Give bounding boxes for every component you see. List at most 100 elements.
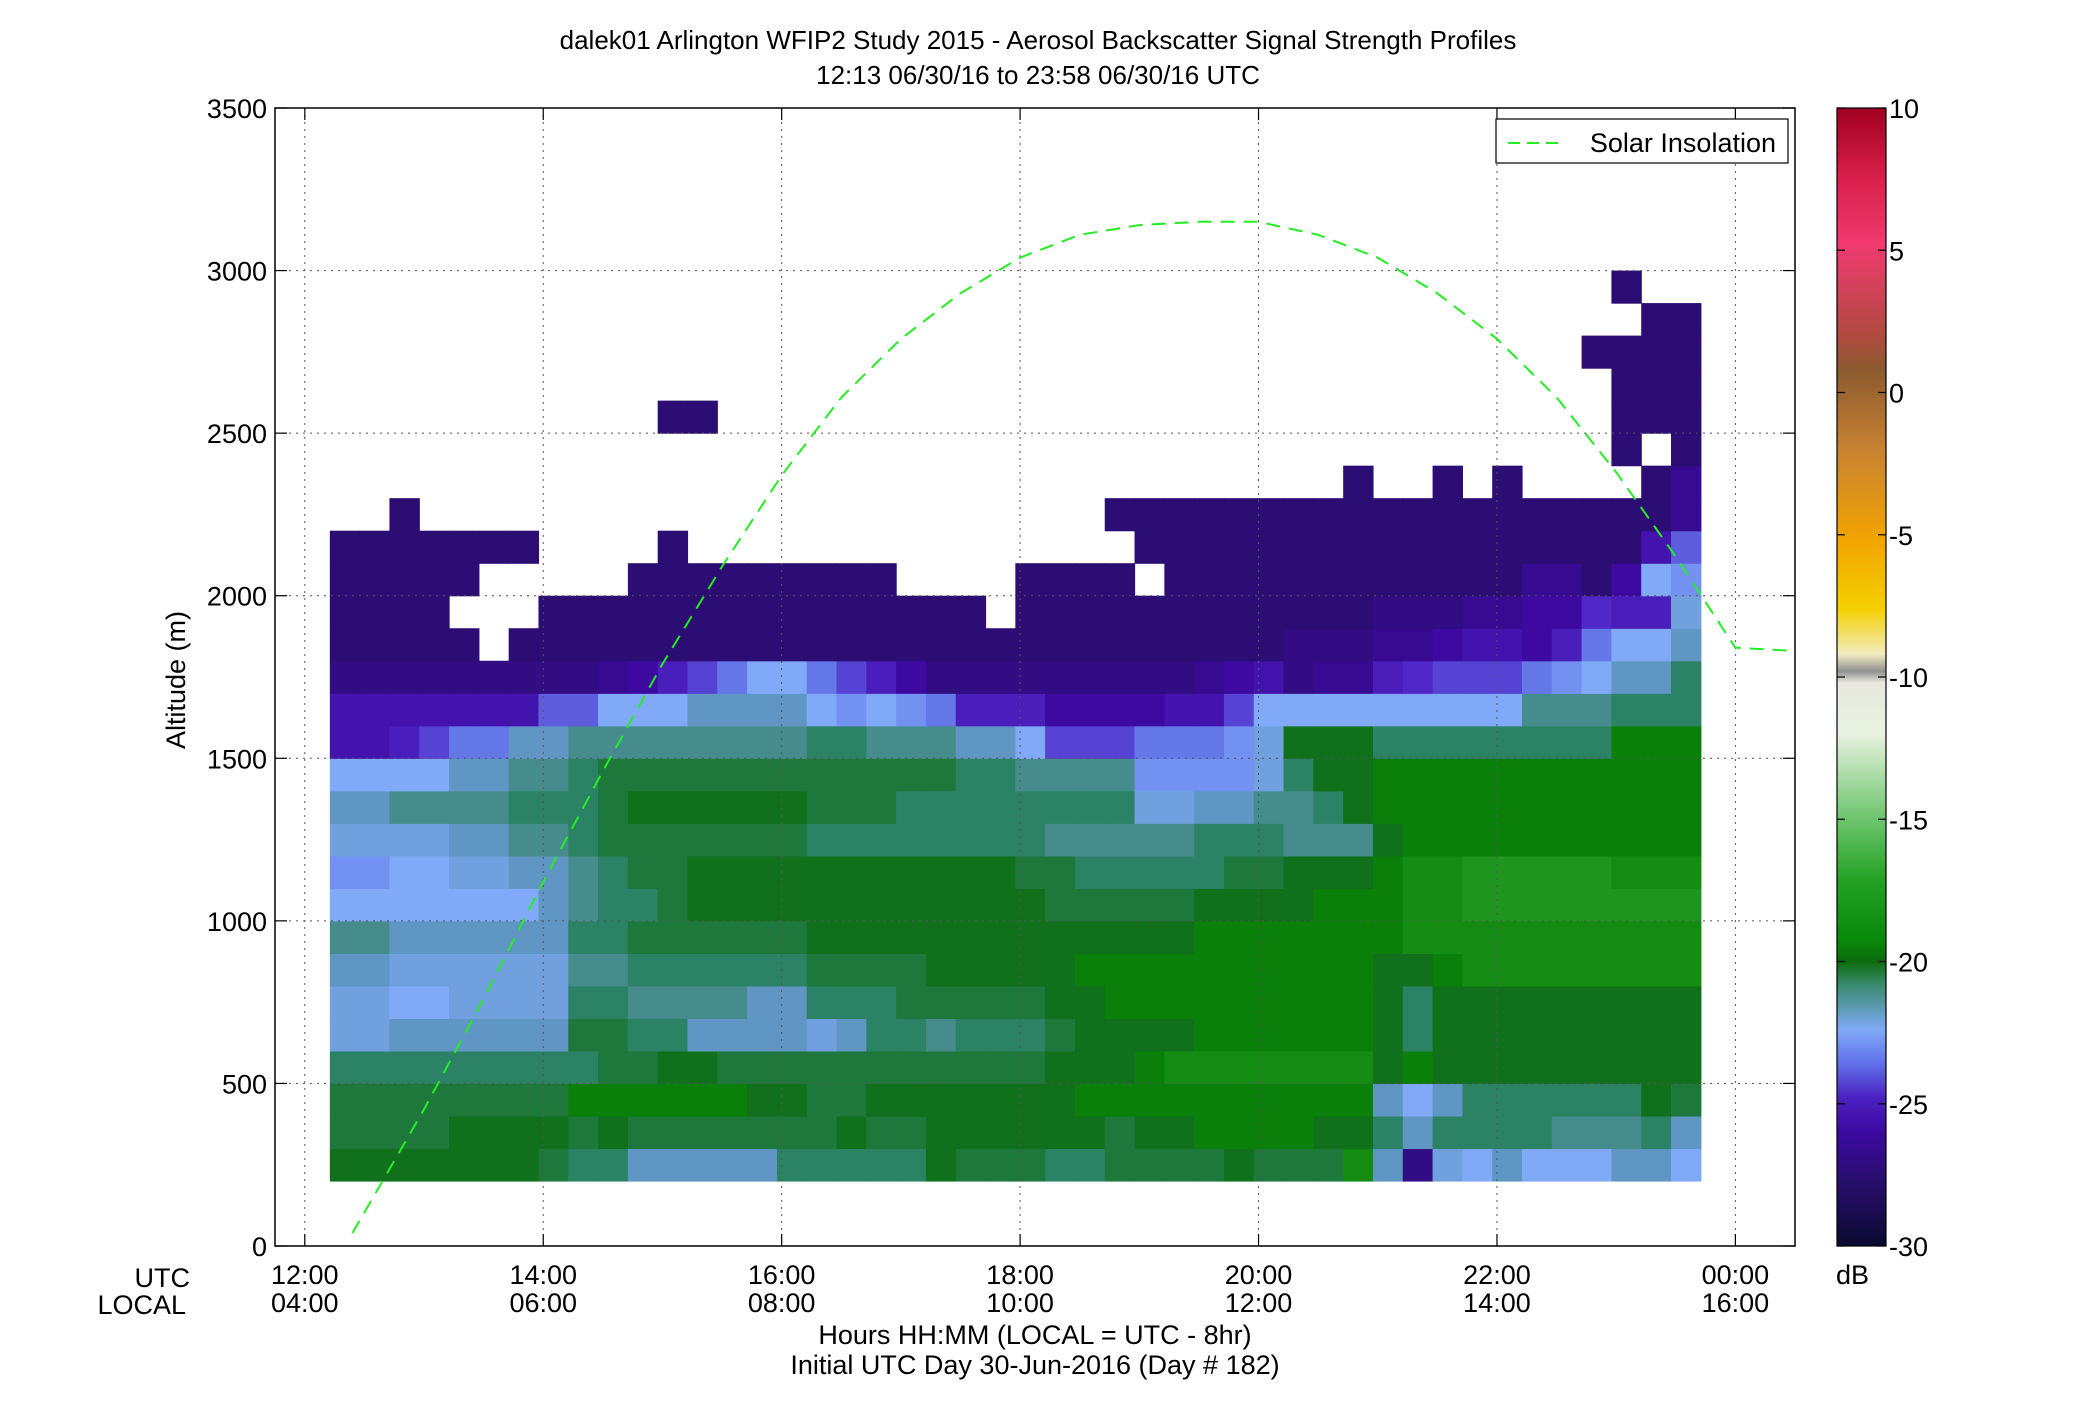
heatmap-cell: [568, 953, 599, 987]
heatmap-cell: [1611, 985, 1642, 1019]
heatmap-cell: [1223, 725, 1255, 759]
heatmap-cell: [657, 823, 689, 857]
heatmap-cell: [389, 498, 420, 532]
heatmap-cell: [1611, 270, 1642, 304]
heatmap-cell: [598, 660, 629, 694]
heatmap-cell: [1671, 498, 1702, 532]
heatmap-cell: [598, 595, 629, 629]
heatmap-cell: [1432, 855, 1463, 889]
heatmap-cell: [747, 1083, 778, 1117]
heatmap-cell: [717, 920, 748, 954]
heatmap-cell: [1522, 855, 1553, 889]
heatmap-cell: [1581, 953, 1612, 987]
x-axis-label: Hours HH:MM (LOCAL = UTC - 8hr): [818, 1320, 1251, 1350]
heatmap-cell: [985, 758, 1016, 792]
heatmap-cell: [1611, 335, 1642, 369]
heatmap-cell: [955, 1050, 987, 1085]
heatmap-cell: [836, 920, 867, 954]
heatmap-cell: [1045, 855, 1076, 889]
heatmap-cell: [389, 790, 420, 824]
heatmap-cell: [1671, 823, 1702, 857]
heatmap-cell: [1343, 498, 1374, 532]
heatmap-cell: [747, 563, 778, 597]
heatmap-cell: [1045, 758, 1076, 792]
heatmap-cell: [717, 660, 748, 694]
heatmap-cell: [1343, 1018, 1374, 1052]
heatmap-cell: [925, 855, 957, 889]
heatmap-cell: [359, 1148, 391, 1182]
heatmap-cell: [1194, 823, 1225, 857]
heatmap-cell: [1581, 888, 1612, 922]
heatmap-cell: [717, 855, 748, 889]
heatmap-cell: [449, 530, 480, 564]
heatmap-cell: [1432, 725, 1463, 759]
heatmap-cell: [1253, 1115, 1285, 1150]
heatmap-cell: [806, 628, 838, 662]
heatmap-cell: [1432, 1018, 1463, 1052]
heatmap-cell: [1313, 1115, 1344, 1150]
heatmap-cell: [1372, 855, 1404, 889]
heatmap-cell: [836, 1050, 867, 1085]
heatmap-cell: [478, 823, 510, 857]
heatmap-cell: [1194, 1115, 1225, 1150]
heatmap-cell: [896, 920, 927, 954]
x-tick-label-local: 06:00: [509, 1288, 577, 1318]
heatmap-cell: [1462, 563, 1493, 597]
heatmap-cell: [1462, 1050, 1493, 1085]
colorbar-tick-label: 5: [1889, 236, 1904, 266]
heatmap-cell: [955, 693, 987, 727]
heatmap-cell: [478, 1018, 510, 1052]
heatmap-cell: [1551, 920, 1583, 954]
heatmap-cell: [1015, 660, 1046, 694]
heatmap-cell: [389, 693, 420, 727]
x-tick-label-local: 16:00: [1702, 1288, 1770, 1318]
heatmap-cell: [1432, 1148, 1463, 1182]
heatmap-cell: [1104, 790, 1136, 824]
heatmap-cell: [449, 953, 480, 987]
heatmap-cell: [836, 563, 867, 597]
heatmap-cell: [747, 758, 778, 792]
heatmap-cell: [1462, 1115, 1493, 1150]
heatmap-cell: [1045, 1050, 1076, 1085]
heatmap-cell: [1343, 758, 1374, 792]
heatmap-cell: [687, 920, 718, 954]
heatmap-cell: [1372, 628, 1404, 662]
heatmap-cell: [1611, 1018, 1642, 1052]
heatmap-cell: [1432, 498, 1463, 532]
heatmap-cell: [508, 530, 540, 564]
heatmap-cell: [1104, 1083, 1136, 1117]
heatmap-cell: [687, 693, 718, 727]
heatmap-cell: [1522, 1050, 1553, 1085]
legend: Solar Insolation: [1495, 118, 1789, 164]
heatmap-cell: [657, 985, 689, 1019]
heatmap-cell: [1611, 855, 1642, 889]
heatmap-cell: [806, 855, 838, 889]
heatmap-cell: [419, 888, 450, 922]
heatmap-cell: [687, 400, 718, 434]
heatmap-cell: [955, 725, 987, 759]
heatmap-cell: [538, 790, 569, 824]
heatmap-cell: [836, 855, 867, 889]
heatmap-cell: [687, 1148, 718, 1182]
heatmap-cell: [598, 1050, 629, 1085]
heatmap-cell: [1015, 563, 1046, 597]
heatmap-cell: [1522, 1083, 1553, 1117]
heatmap-cell: [1372, 498, 1404, 532]
heatmap-cell: [568, 1050, 599, 1085]
heatmap-cell: [836, 1148, 867, 1182]
heatmap-cell: [598, 1018, 629, 1052]
heatmap-cell: [747, 920, 778, 954]
heatmap-cell: [1134, 1115, 1165, 1150]
heatmap-cell: [1432, 693, 1463, 727]
heatmap-cell: [1641, 530, 1672, 564]
heatmap-cell: [806, 985, 838, 1019]
heatmap-cell: [1492, 1018, 1523, 1052]
heatmap-cell: [508, 790, 540, 824]
heatmap-cell: [329, 530, 361, 564]
heatmap-cell: [1194, 985, 1225, 1019]
heatmap-cell: [657, 1083, 689, 1117]
heatmap-cell: [806, 563, 838, 597]
heatmap-cell: [1402, 725, 1434, 759]
heatmap-cell: [806, 660, 838, 694]
